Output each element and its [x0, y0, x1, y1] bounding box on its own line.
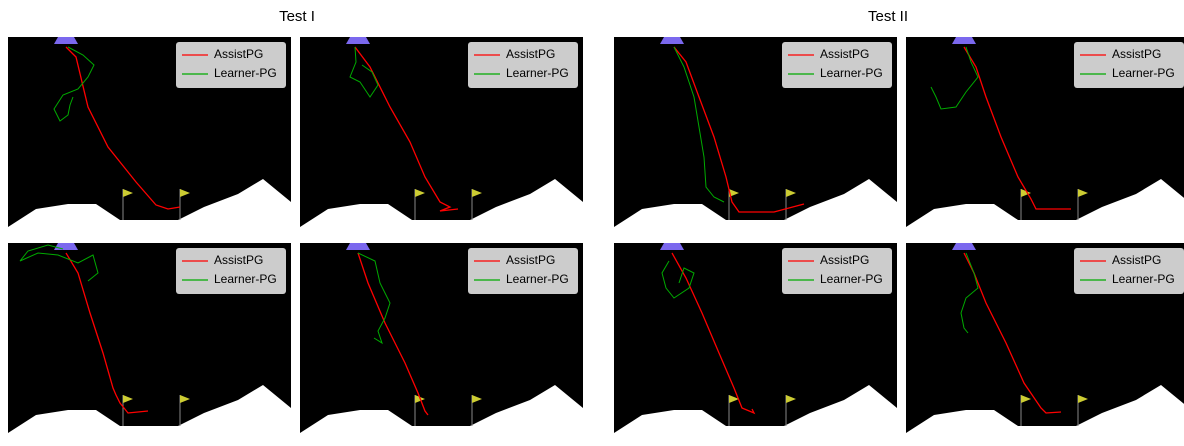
legend-label: Learner-PG	[820, 66, 883, 80]
flag	[1021, 395, 1031, 403]
lander	[54, 37, 78, 44]
group-title: Test II	[868, 8, 908, 25]
assistpg-trajectory	[65, 46, 181, 210]
legend-label: Learner-PG	[1112, 272, 1175, 286]
legend-label: Learner-PG	[820, 272, 883, 286]
flag	[472, 395, 482, 403]
ground	[906, 179, 1184, 233]
flag	[1078, 189, 1088, 197]
panel: AssistPG Learner-PG	[8, 37, 291, 233]
panel: AssistPG Learner-PG	[614, 37, 897, 233]
legend-box	[782, 248, 892, 294]
assistpg-trajectory	[671, 252, 756, 415]
legend-label: AssistPG	[820, 253, 869, 267]
flag	[1078, 395, 1088, 403]
legend-label: AssistPG	[820, 47, 869, 61]
learner-trajectory	[349, 46, 379, 98]
panel: AssistPG Learner-PG	[906, 37, 1184, 233]
legend-label: AssistPG	[1112, 47, 1161, 61]
flag	[1021, 189, 1031, 197]
flag	[123, 395, 133, 403]
learner-trajectory	[960, 252, 979, 334]
legend-label: AssistPG	[1112, 253, 1161, 267]
learner-trajectory	[53, 46, 95, 122]
ground	[614, 179, 897, 233]
assistpg-trajectory	[963, 46, 1071, 210]
legend-label: Learner-PG	[506, 66, 569, 80]
flag	[180, 189, 190, 197]
panel: AssistPG Learner-PG	[300, 37, 583, 233]
ground	[8, 179, 291, 233]
flag	[472, 189, 482, 197]
assistpg-trajectory	[354, 46, 459, 212]
ground	[300, 179, 583, 233]
ground	[614, 385, 897, 439]
legend-label: Learner-PG	[214, 272, 277, 286]
assistpg-trajectory	[65, 252, 149, 414]
assistpg-trajectory	[963, 252, 1062, 414]
legend-box	[468, 42, 578, 88]
flag	[729, 395, 739, 403]
assistpg-trajectory	[673, 46, 805, 213]
learner-trajectory	[357, 252, 391, 345]
flag	[786, 395, 796, 403]
lander	[54, 243, 78, 250]
learner-trajectory	[661, 260, 695, 299]
flag	[415, 189, 425, 197]
legend-label: AssistPG	[214, 253, 263, 267]
legend-label: AssistPG	[506, 47, 555, 61]
lander	[660, 37, 684, 44]
legend-label: Learner-PG	[214, 66, 277, 80]
legend-box	[176, 42, 286, 88]
lander	[952, 37, 976, 44]
flag	[123, 189, 133, 197]
panel: AssistPG Learner-PG	[300, 243, 583, 439]
legend-box	[782, 42, 892, 88]
lander	[660, 243, 684, 250]
flag	[180, 395, 190, 403]
lander	[952, 243, 976, 250]
assistpg-trajectory	[357, 252, 429, 416]
panel: AssistPG Learner-PG	[614, 243, 897, 439]
legend-box	[1074, 42, 1184, 88]
learner-trajectory	[673, 46, 725, 203]
panel: AssistPG Learner-PG	[906, 243, 1184, 439]
flag	[786, 189, 796, 197]
learner-trajectory	[19, 244, 99, 282]
legend-label: Learner-PG	[1112, 66, 1175, 80]
legend-label: AssistPG	[506, 253, 555, 267]
ground	[8, 385, 291, 439]
group-title: Test I	[279, 8, 315, 25]
legend-label: AssistPG	[214, 47, 263, 61]
legend-box	[468, 248, 578, 294]
learner-trajectory	[930, 46, 979, 110]
ground	[300, 385, 583, 439]
legend-label: Learner-PG	[506, 272, 569, 286]
lander	[346, 37, 370, 44]
ground	[906, 385, 1184, 439]
legend-box	[1074, 248, 1184, 294]
panel: AssistPG Learner-PG	[8, 243, 291, 439]
flag	[729, 189, 739, 197]
legend-box	[176, 248, 286, 294]
lander	[346, 243, 370, 250]
